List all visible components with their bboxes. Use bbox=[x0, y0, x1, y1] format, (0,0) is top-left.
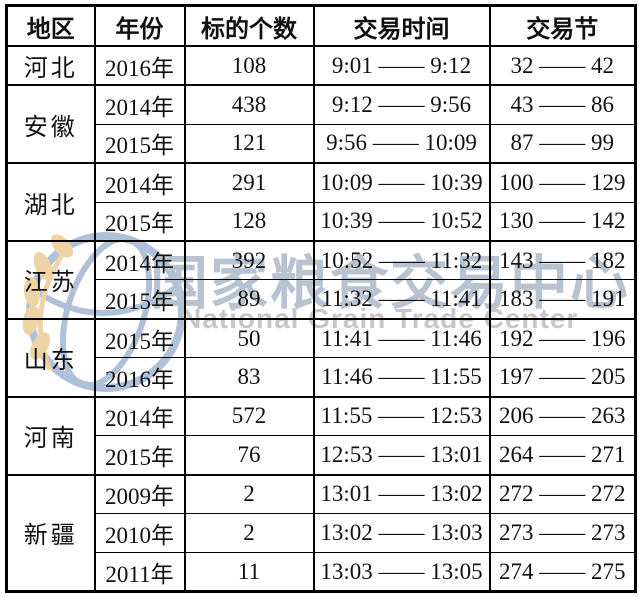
region-cell: 江苏 bbox=[5, 240, 96, 320]
table-row: 湖北 2014年 291 10:09 —— 10:39 100 —— 129 bbox=[5, 162, 637, 242]
count-cell: 291 bbox=[183, 162, 315, 203]
table-row: 2016年 83 11:46 —— 11:55 197 —— 205 bbox=[7, 357, 637, 398]
time-cell: 9:56 —— 10:09 bbox=[312, 123, 491, 164]
year-cell: 2015年 bbox=[93, 317, 186, 359]
time-cell: 13:03 —— 13:05 bbox=[312, 552, 491, 592]
table-row: 山东 2015年 50 11:41 —— 11:46 192 —— 196 bbox=[5, 317, 637, 398]
table-row: 安徽 2014年 438 9:12 —— 9:56 43 —— 86 bbox=[5, 84, 637, 164]
table-row: 河北 2016年 108 9:01 —— 9:12 32 —— 42 bbox=[5, 44, 637, 86]
session-cell: 206 —— 263 bbox=[488, 395, 637, 437]
session-cell: 143 —— 182 bbox=[488, 240, 637, 281]
region-cell: 新疆 bbox=[5, 473, 96, 592]
trading-sessions-table: 地区 年份 标的个数 交易时间 交易节 河北 2016年 108 9:01 ——… bbox=[5, 4, 637, 593]
count-cell: 121 bbox=[183, 123, 315, 164]
region-cell: 山东 bbox=[5, 317, 96, 398]
table-row: 2015年 128 10:39 —— 10:52 130 —— 142 bbox=[7, 201, 637, 242]
count-cell: 50 bbox=[183, 317, 315, 359]
count-cell: 2 bbox=[183, 473, 315, 515]
year-cell: 2010年 bbox=[93, 513, 186, 554]
session-cell: 197 —— 205 bbox=[488, 357, 637, 398]
session-cell: 130 —— 142 bbox=[488, 201, 637, 242]
count-cell: 108 bbox=[183, 44, 315, 86]
table-row: 2015年 89 11:32 —— 11:41 183 —— 191 bbox=[7, 279, 637, 320]
count-cell: 11 bbox=[183, 552, 315, 592]
time-cell: 10:52 —— 11:32 bbox=[312, 240, 491, 281]
session-cell: 100 —— 129 bbox=[488, 162, 637, 203]
year-cell: 2014年 bbox=[93, 84, 186, 125]
year-cell: 2009年 bbox=[93, 473, 186, 515]
time-cell: 11:46 —— 11:55 bbox=[312, 357, 491, 398]
session-cell: 272 —— 272 bbox=[488, 473, 637, 515]
region-cell: 河南 bbox=[5, 395, 96, 476]
session-cell: 32 —— 42 bbox=[488, 44, 637, 86]
col-header-year: 年份 bbox=[93, 5, 186, 47]
time-cell: 10:09 —— 10:39 bbox=[312, 162, 491, 203]
year-cell: 2016年 bbox=[93, 357, 186, 398]
region-cell: 安徽 bbox=[5, 84, 96, 164]
col-header-count: 标的个数 bbox=[183, 5, 315, 47]
session-cell: 264 —— 271 bbox=[488, 435, 637, 476]
year-cell: 2015年 bbox=[93, 123, 186, 164]
year-cell: 2015年 bbox=[93, 201, 186, 242]
year-cell: 2016年 bbox=[93, 44, 186, 86]
count-cell: 2 bbox=[183, 513, 315, 554]
time-cell: 11:55 —— 12:53 bbox=[312, 395, 491, 437]
session-cell: 274 —— 275 bbox=[488, 552, 637, 592]
time-cell: 10:39 —— 10:52 bbox=[312, 201, 491, 242]
col-header-region: 地区 bbox=[5, 5, 96, 47]
table-row: 2015年 76 12:53 —— 13:01 264 —— 271 bbox=[7, 435, 637, 476]
count-cell: 572 bbox=[183, 395, 315, 437]
time-cell: 13:01 —— 13:02 bbox=[312, 473, 491, 515]
time-cell: 13:02 —— 13:03 bbox=[312, 513, 491, 554]
col-header-time: 交易时间 bbox=[312, 5, 491, 47]
count-cell: 128 bbox=[183, 201, 315, 242]
session-cell: 87 —— 99 bbox=[488, 123, 637, 164]
region-cell: 河北 bbox=[5, 44, 96, 86]
year-cell: 2014年 bbox=[93, 240, 186, 281]
session-cell: 273 —— 273 bbox=[488, 513, 637, 554]
time-cell: 9:12 —— 9:56 bbox=[312, 84, 491, 125]
table-row: 河南 2014年 572 11:55 —— 12:53 206 —— 263 bbox=[5, 395, 637, 476]
count-cell: 89 bbox=[183, 279, 315, 320]
session-cell: 183 —— 191 bbox=[488, 279, 637, 320]
table-row: 2010年 2 13:02 —— 13:03 273 —— 273 bbox=[7, 513, 637, 554]
table-row: 2011年 11 13:03 —— 13:05 274 —— 275 bbox=[7, 552, 637, 592]
year-cell: 2011年 bbox=[93, 552, 186, 592]
count-cell: 83 bbox=[183, 357, 315, 398]
session-cell: 43 —— 86 bbox=[488, 84, 637, 125]
year-cell: 2015年 bbox=[93, 279, 186, 320]
region-cell: 湖北 bbox=[5, 162, 96, 242]
session-cell: 192 —— 196 bbox=[488, 317, 637, 359]
table-row: 2015年 121 9:56 —— 10:09 87 —— 99 bbox=[7, 123, 637, 164]
year-cell: 2014年 bbox=[93, 395, 186, 437]
count-cell: 392 bbox=[183, 240, 315, 281]
year-cell: 2014年 bbox=[93, 162, 186, 203]
count-cell: 438 bbox=[183, 84, 315, 125]
year-cell: 2015年 bbox=[93, 435, 186, 476]
table-row: 江苏 2014年 392 10:52 —— 11:32 143 —— 182 bbox=[5, 240, 637, 320]
time-cell: 12:53 —— 13:01 bbox=[312, 435, 491, 476]
count-cell: 76 bbox=[183, 435, 315, 476]
time-cell: 9:01 —— 9:12 bbox=[312, 44, 491, 86]
col-header-session: 交易节 bbox=[488, 5, 637, 47]
time-cell: 11:32 —— 11:41 bbox=[312, 279, 491, 320]
header-row: 地区 年份 标的个数 交易时间 交易节 bbox=[5, 5, 637, 47]
time-cell: 11:41 —— 11:46 bbox=[312, 317, 491, 359]
table-row: 新疆 2009年 2 13:01 —— 13:02 272 —— 272 bbox=[5, 473, 637, 592]
